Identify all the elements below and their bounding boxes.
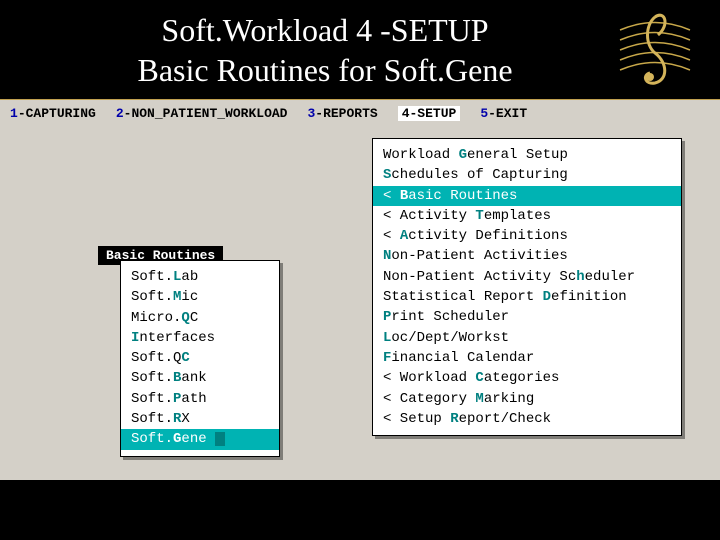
setup-menu-item[interactable]: < Activity Templates bbox=[383, 206, 671, 226]
hotkey-char: G bbox=[173, 431, 181, 447]
hotkey-char: B bbox=[400, 188, 408, 204]
header: Soft.Workload 4 -SETUP Basic Routines fo… bbox=[0, 0, 720, 100]
setup-menu-item[interactable]: Non-Patient Activities bbox=[383, 246, 671, 266]
setup-menu-item[interactable]: Statistical Report Definition bbox=[383, 287, 671, 307]
hotkey-char: D bbox=[543, 289, 551, 305]
setup-menu-item[interactable]: Financial Calendar bbox=[383, 348, 671, 368]
hotkey-char: C bbox=[181, 350, 189, 366]
setup-menu-item[interactable]: Loc/Dept/Workst bbox=[383, 328, 671, 348]
hotkey-char: M bbox=[475, 391, 483, 407]
hotkey-char: R bbox=[173, 411, 181, 427]
hotkey-char: B bbox=[173, 370, 181, 386]
setup-menu-panel: Workload General SetupSchedules of Captu… bbox=[372, 138, 682, 436]
menubar-item-5[interactable]: 5-EXIT bbox=[480, 106, 527, 121]
basic-routines-panel: Soft.LabSoft.MicMicro.QCInterfacesSoft.Q… bbox=[120, 260, 280, 457]
menubar-hotkey: 5 bbox=[480, 106, 488, 121]
menubar-item-2[interactable]: 2-NON_PATIENT_WORKLOAD bbox=[116, 106, 288, 121]
hotkey-char: L bbox=[173, 269, 181, 285]
menubar-hotkey: 3 bbox=[307, 106, 315, 121]
routines-item[interactable]: Soft.Bank bbox=[131, 368, 269, 388]
routines-item[interactable]: Micro.QC bbox=[131, 308, 269, 328]
menubar-item-3[interactable]: 3-REPORTS bbox=[307, 106, 377, 121]
hotkey-char: I bbox=[131, 330, 139, 346]
menubar: 1-CAPTURING 2-NON_PATIENT_WORKLOAD 3-REPOR… bbox=[0, 100, 720, 131]
hotkey-char: G bbox=[459, 147, 467, 163]
hotkey-char: C bbox=[475, 370, 483, 386]
routines-item[interactable]: Soft.RX bbox=[131, 409, 269, 429]
menubar-hotkey: 2 bbox=[116, 106, 124, 121]
setup-menu-item[interactable]: Workload General Setup bbox=[383, 145, 671, 165]
hotkey-char: L bbox=[383, 330, 391, 346]
menubar-item-4[interactable]: 4-SETUP bbox=[398, 106, 461, 121]
setup-menu-item[interactable]: Schedules of Capturing bbox=[383, 165, 671, 185]
hotkey-char: T bbox=[475, 208, 483, 224]
terminal-screen: 1-CAPTURING 2-NON_PATIENT_WORKLOAD 3-REPOR… bbox=[0, 100, 720, 480]
hotkey-char: P bbox=[173, 391, 181, 407]
setup-menu-item[interactable]: Non-Patient Activity Scheduler bbox=[383, 267, 671, 287]
music-clef-icon bbox=[610, 5, 700, 95]
hotkey-char: P bbox=[383, 309, 391, 325]
title-line-1: Soft.Workload 4 -SETUP bbox=[40, 10, 610, 50]
routines-item[interactable]: Soft.Path bbox=[131, 389, 269, 409]
menubar-hotkey: 1 bbox=[10, 106, 18, 121]
hotkey-char: F bbox=[383, 350, 391, 366]
routines-item[interactable]: Soft.QC bbox=[131, 348, 269, 368]
routines-item[interactable]: Interfaces bbox=[131, 328, 269, 348]
hotkey-char: R bbox=[450, 411, 458, 427]
routines-item[interactable]: Soft.Gene bbox=[121, 429, 279, 449]
hotkey-char: N bbox=[383, 248, 391, 264]
hotkey-char: S bbox=[383, 167, 391, 183]
hotkey-char: Q bbox=[181, 310, 189, 326]
hotkey-char: M bbox=[173, 289, 181, 305]
setup-menu-item[interactable]: Print Scheduler bbox=[383, 307, 671, 327]
header-titles: Soft.Workload 4 -SETUP Basic Routines fo… bbox=[0, 10, 610, 90]
routines-item[interactable]: Soft.Mic bbox=[131, 287, 269, 307]
setup-menu-item[interactable]: < Category Marking bbox=[383, 389, 671, 409]
setup-menu-item[interactable]: < Activity Definitions bbox=[383, 226, 671, 246]
setup-menu-item[interactable]: < Workload Categories bbox=[383, 368, 671, 388]
setup-menu-item[interactable]: < Basic Routines bbox=[373, 186, 681, 206]
footer-black bbox=[0, 480, 720, 540]
title-line-2: Basic Routines for Soft.Gene bbox=[40, 50, 610, 90]
setup-menu-item[interactable]: < Setup Report/Check bbox=[383, 409, 671, 429]
text-cursor bbox=[215, 432, 225, 446]
hotkey-char: h bbox=[576, 269, 584, 285]
routines-item[interactable]: Soft.Lab bbox=[131, 267, 269, 287]
hotkey-char: A bbox=[400, 228, 408, 244]
menubar-item-1[interactable]: 1-CAPTURING bbox=[10, 106, 96, 121]
